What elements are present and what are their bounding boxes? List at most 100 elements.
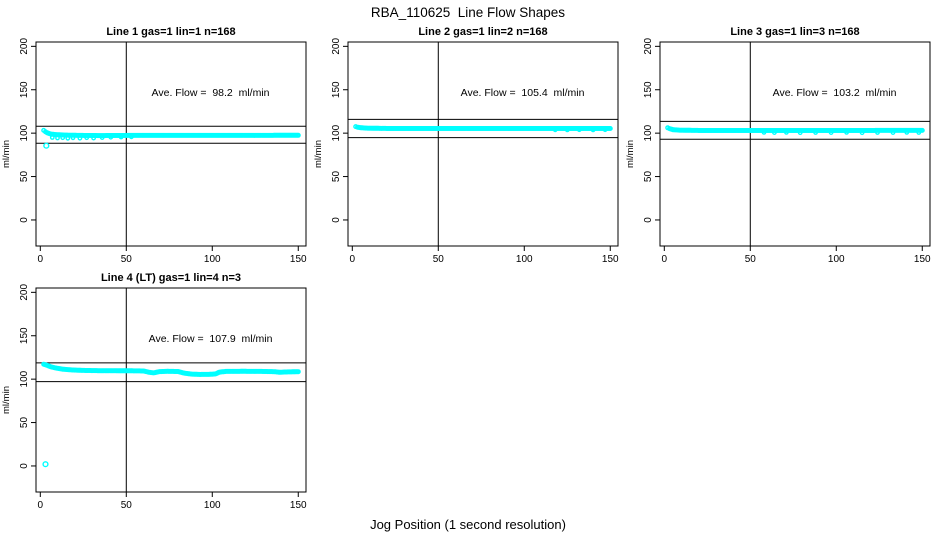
y-tick-label: 50 [331, 171, 342, 183]
data-point [60, 135, 66, 141]
data-point [771, 130, 777, 136]
x-axis: 0 50 100 150 [38, 246, 307, 265]
data-point [43, 142, 50, 149]
x-tick-label: 0 [38, 500, 44, 511]
y-tick-label: 0 [331, 217, 342, 223]
x-axis: 0 50 100 150 [662, 246, 931, 265]
data-point [844, 130, 850, 135]
y-tick-label: 200 [19, 38, 30, 55]
data-points [41, 127, 301, 149]
plot-box [35, 287, 307, 493]
data-point [761, 130, 767, 135]
panel-1: Line 1 gas=1 lin=1 n=168 0 50 100 150 0 50 100 1… [0, 24, 312, 270]
data-point [70, 135, 76, 141]
data-point [99, 135, 105, 141]
data-points [41, 361, 301, 468]
data-point [108, 134, 114, 140]
y-axis-title: ml/min [313, 140, 324, 168]
data-point [590, 127, 596, 133]
y-tick-label: 50 [19, 417, 30, 429]
data-point [813, 130, 819, 135]
y-tick-label: 0 [19, 217, 30, 223]
plot-box [35, 41, 307, 247]
x-tick-label: 150 [602, 254, 619, 265]
ave-flow-annotation: Ave. Flow = 103.2 ml/min [773, 87, 897, 99]
y-axis: 0 50 100 150 200 [19, 284, 36, 469]
panel-title: Line 4 (LT) gas=1 lin=4 n=3 [101, 272, 241, 284]
data-point [118, 134, 124, 140]
y-axis: 0 50 100 150 200 [19, 38, 36, 223]
data-point [607, 125, 613, 131]
panel-2: Line 2 gas=1 lin=2 n=168 0 50 100 150 0 50 100 1… [312, 24, 624, 270]
y-axis-title: ml/min [625, 140, 636, 168]
x-tick-label: 0 [38, 254, 44, 265]
y-tick-label: 150 [643, 81, 654, 98]
data-point [919, 127, 925, 133]
ave-flow-annotation: Ave. Flow = 107.9 ml/min [149, 333, 273, 345]
y-tick-label: 150 [19, 327, 30, 344]
data-point [576, 127, 582, 133]
data-point [783, 130, 789, 135]
y-axis: 0 50 100 150 200 [643, 38, 660, 223]
data-point [84, 135, 90, 141]
data-point [916, 130, 922, 135]
data-point [552, 127, 558, 133]
x-axis: 0 50 100 150 [38, 492, 307, 511]
y-tick-label: 150 [331, 81, 342, 98]
x-tick-label: 150 [290, 254, 307, 265]
data-points [353, 124, 613, 133]
y-tick-label: 200 [331, 38, 342, 55]
x-tick-label: 0 [662, 254, 668, 265]
x-tick-label: 50 [121, 500, 133, 511]
y-tick-label: 100 [331, 124, 342, 141]
plot-box [347, 41, 619, 247]
x-tick-label: 100 [204, 500, 221, 511]
panel-4-svg: Line 4 (LT) gas=1 lin=4 n=3 0 50 100 150 0 50 1… [1, 272, 307, 511]
y-tick-label: 50 [19, 171, 30, 183]
data-point [602, 127, 608, 133]
x-tick-label: 150 [914, 254, 931, 265]
panel-1-svg: Line 1 gas=1 lin=1 n=168 0 50 100 150 0 50 100 1… [1, 26, 307, 265]
data-point [890, 130, 896, 136]
x-tick-label: 0 [350, 254, 356, 265]
ave-flow-annotation: Ave. Flow = 105.4 ml/min [461, 87, 585, 99]
y-tick-label: 50 [643, 171, 654, 183]
data-point [91, 135, 97, 141]
panel-3: Line 3 gas=1 lin=3 n=168 0 50 100 150 0 50 100 1… [624, 24, 936, 270]
panel-title: Line 2 gas=1 lin=2 n=168 [418, 26, 547, 38]
plot-box [659, 41, 931, 247]
y-tick-label: 200 [643, 38, 654, 55]
y-tick-label: 100 [19, 124, 30, 141]
y-tick-label: 150 [19, 81, 30, 98]
x-tick-label: 100 [516, 254, 533, 265]
x-tick-label: 50 [745, 254, 757, 265]
figure-title: RBA_110625 Line Flow Shapes [370, 5, 566, 20]
data-point [828, 130, 834, 136]
y-tick-label: 100 [643, 124, 654, 141]
panel-title: Line 1 gas=1 lin=1 n=168 [106, 26, 235, 38]
x-tick-label: 100 [204, 254, 221, 265]
panel-title: Line 3 gas=1 lin=3 n=168 [730, 26, 859, 38]
x-tick-label: 150 [290, 500, 307, 511]
y-tick-label: 200 [19, 284, 30, 301]
data-point [797, 130, 803, 136]
x-tick-label: 50 [433, 254, 445, 265]
data-points [665, 125, 925, 136]
data-point [49, 135, 55, 140]
data-point [564, 127, 570, 133]
x-axis: 0 50 100 150 [350, 246, 619, 265]
data-point [65, 135, 71, 141]
data-point [42, 461, 49, 468]
panel-grid: Line 1 gas=1 lin=1 n=168 0 50 100 150 0 50 100 1… [0, 24, 936, 516]
data-point [859, 130, 865, 136]
panel-4: Line 4 (LT) gas=1 lin=4 n=3 0 50 100 150 0 50 1… [0, 270, 312, 516]
x-tick-label: 50 [121, 254, 133, 265]
x-axis-label: Jog Position (1 second resolution) [370, 517, 566, 532]
x-tick-label: 100 [828, 254, 845, 265]
y-axis: 0 50 100 150 200 [331, 38, 348, 223]
panel-3-svg: Line 3 gas=1 lin=3 n=168 0 50 100 150 0 50 100 1… [625, 26, 931, 265]
y-axis-title: ml/min [1, 386, 12, 414]
y-tick-label: 0 [19, 463, 30, 469]
y-axis-title: ml/min [1, 140, 12, 168]
data-point [875, 130, 880, 135]
